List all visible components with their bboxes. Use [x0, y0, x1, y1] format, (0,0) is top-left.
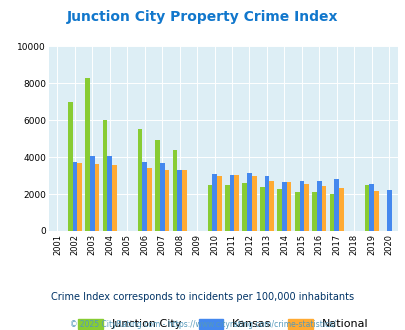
Bar — [277, 189, 281, 231]
Bar — [224, 185, 229, 231]
Bar — [164, 170, 169, 231]
Bar — [369, 184, 373, 231]
Bar — [334, 179, 338, 231]
Bar — [259, 187, 264, 231]
Bar — [299, 181, 303, 231]
Bar — [212, 174, 216, 231]
Bar — [386, 190, 390, 231]
Bar — [286, 182, 291, 231]
Bar — [311, 192, 316, 231]
Bar — [373, 191, 378, 231]
Bar — [77, 163, 82, 231]
Bar — [338, 187, 343, 231]
Bar — [264, 176, 269, 231]
Bar — [321, 186, 326, 231]
Text: Junction City Property Crime Index: Junction City Property Crime Index — [67, 10, 338, 24]
Bar — [242, 183, 247, 231]
Bar — [107, 156, 112, 231]
Bar — [281, 182, 286, 231]
Bar — [207, 185, 212, 231]
Bar — [181, 170, 186, 231]
Bar — [160, 163, 164, 231]
Bar — [251, 177, 256, 231]
Bar — [112, 165, 117, 231]
Text: © 2025 CityRating.com - https://www.cityrating.com/crime-statistics/: © 2025 CityRating.com - https://www.city… — [70, 320, 335, 329]
Bar — [137, 129, 142, 231]
Bar — [247, 173, 251, 231]
Bar — [329, 194, 334, 231]
Bar — [94, 164, 99, 231]
Text: Crime Index corresponds to incidents per 100,000 inhabitants: Crime Index corresponds to incidents per… — [51, 292, 354, 302]
Bar — [303, 184, 308, 231]
Bar — [172, 150, 177, 231]
Bar — [90, 156, 94, 231]
Bar — [177, 170, 181, 231]
Bar — [72, 162, 77, 231]
Bar — [102, 120, 107, 231]
Bar — [68, 102, 72, 231]
Bar — [229, 175, 234, 231]
Bar — [364, 185, 369, 231]
Bar — [216, 176, 221, 231]
Bar — [269, 181, 273, 231]
Bar — [294, 192, 299, 231]
Bar — [155, 141, 160, 231]
Bar — [85, 78, 90, 231]
Bar — [142, 162, 147, 231]
Bar — [234, 175, 239, 231]
Bar — [316, 181, 321, 231]
Legend: Junction City, Kansas, National: Junction City, Kansas, National — [74, 314, 372, 330]
Bar — [147, 168, 151, 231]
